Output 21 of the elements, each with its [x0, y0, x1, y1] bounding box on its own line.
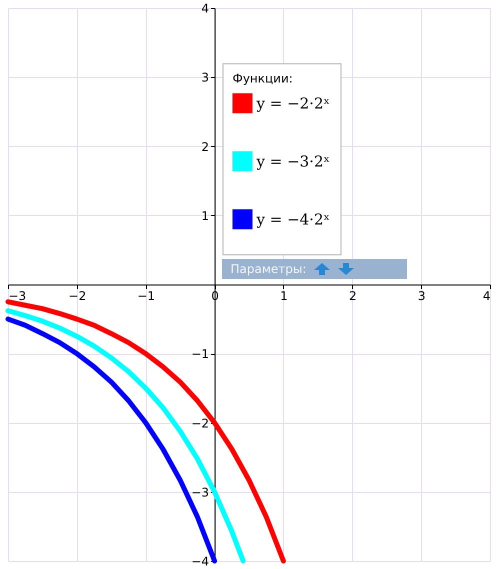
x-tick-label: 4	[482, 289, 490, 303]
x-tick-label: 1	[280, 289, 288, 303]
legend-title: Функции:	[232, 71, 293, 86]
y-tick-label: 4	[201, 2, 210, 16]
annotation: Параметры:	[230, 262, 306, 276]
y-tick-label: 3	[201, 70, 210, 85]
y-tick-label: −3	[191, 485, 210, 500]
y-tick-label: 2	[201, 140, 210, 154]
x-tick-label: 2	[348, 289, 357, 303]
legend-label: y = −2·2ˣ	[255, 94, 330, 112]
y-tick-label: −4	[191, 554, 210, 568]
legend-label: y = −4·2ˣ	[255, 210, 330, 228]
x-tick-label: 3	[418, 289, 426, 303]
y-tick-label: −1	[191, 347, 210, 362]
x-tick-label: −2	[68, 289, 86, 303]
legend-label: y = −3·2ˣ	[255, 152, 330, 170]
y-tick-label: −2	[191, 416, 210, 430]
parameters-panel: Параметры:	[222, 258, 408, 279]
x-tick-label: −3	[8, 289, 26, 303]
y-tick-label: 1	[201, 208, 210, 223]
x-tick-label: −1	[137, 289, 156, 303]
